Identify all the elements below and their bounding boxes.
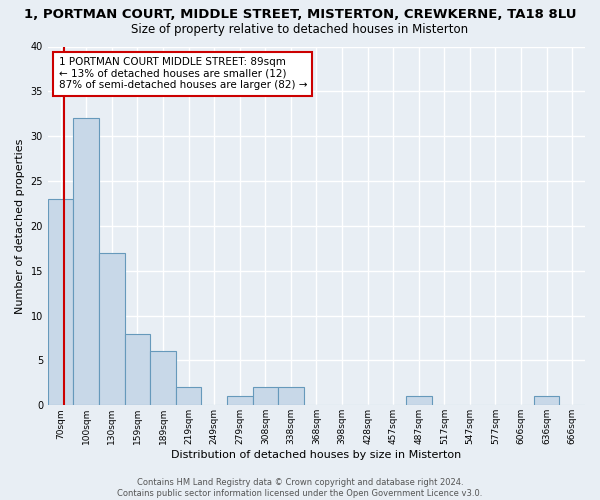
X-axis label: Distribution of detached houses by size in Misterton: Distribution of detached houses by size …: [172, 450, 461, 460]
Bar: [150, 352, 176, 406]
Text: Size of property relative to detached houses in Misterton: Size of property relative to detached ho…: [131, 22, 469, 36]
Bar: [73, 118, 99, 406]
Bar: [48, 199, 73, 406]
Text: Contains HM Land Registry data © Crown copyright and database right 2024.
Contai: Contains HM Land Registry data © Crown c…: [118, 478, 482, 498]
Bar: [278, 388, 304, 406]
Bar: [406, 396, 431, 406]
Bar: [176, 388, 202, 406]
Text: 1 PORTMAN COURT MIDDLE STREET: 89sqm
← 13% of detached houses are smaller (12)
8: 1 PORTMAN COURT MIDDLE STREET: 89sqm ← 1…: [59, 58, 307, 90]
Bar: [534, 396, 559, 406]
Bar: [125, 334, 150, 406]
Bar: [227, 396, 253, 406]
Bar: [99, 253, 125, 406]
Text: 1, PORTMAN COURT, MIDDLE STREET, MISTERTON, CREWKERNE, TA18 8LU: 1, PORTMAN COURT, MIDDLE STREET, MISTERT…: [24, 8, 576, 20]
Bar: [253, 388, 278, 406]
Y-axis label: Number of detached properties: Number of detached properties: [15, 138, 25, 314]
